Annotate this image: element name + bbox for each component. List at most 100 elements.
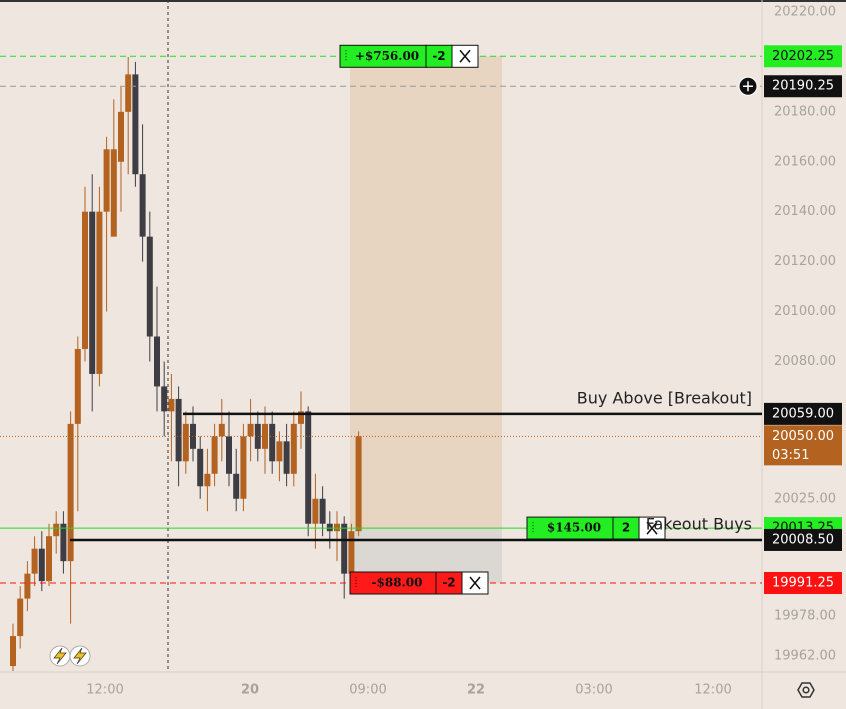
gear-hole[interactable] xyxy=(802,686,810,694)
annotation: Fakeout Buys xyxy=(646,514,752,533)
order-qty: -2 xyxy=(432,49,445,63)
candle-body xyxy=(38,548,45,582)
candle-body xyxy=(10,636,16,667)
candle-body xyxy=(305,411,312,524)
position-zone xyxy=(350,56,502,529)
candle-body xyxy=(103,149,110,212)
price-label: 20050.00 xyxy=(772,429,834,444)
add-alert-plus[interactable] xyxy=(743,81,753,92)
candle-body xyxy=(146,236,153,337)
price-lines: +$756.00 -2 Buy Above [Breakout] $145.00 2 Fa… xyxy=(0,44,762,595)
candle-body xyxy=(290,423,297,474)
candle-body xyxy=(118,111,124,162)
candle-body xyxy=(254,423,261,449)
price-label-box xyxy=(764,528,842,551)
countdown: 03:51 xyxy=(772,448,809,463)
x-tick-label: 20 xyxy=(241,683,259,698)
candle-body xyxy=(53,523,60,537)
candle-body xyxy=(240,436,247,499)
price-label: 19991.25 xyxy=(772,576,834,591)
candle-body xyxy=(276,441,283,462)
candle-body xyxy=(319,498,326,524)
price-label-box xyxy=(764,45,842,68)
candle-body xyxy=(82,211,88,349)
price-label-box xyxy=(764,75,842,98)
candle-body xyxy=(161,386,168,412)
candle-body xyxy=(24,573,31,599)
y-tick-label: 19962.00 xyxy=(774,649,836,664)
candle-body xyxy=(125,74,132,112)
x-tick-label: 12:00 xyxy=(86,683,123,698)
x-tick-label: 09:00 xyxy=(349,683,386,698)
order-close[interactable] xyxy=(469,576,481,590)
y-tick-label: 20080.00 xyxy=(774,354,836,369)
candle-body xyxy=(74,348,81,424)
settings-icon[interactable] xyxy=(797,682,815,698)
price-label-box xyxy=(764,402,842,425)
order-qty: 2 xyxy=(622,521,630,535)
price-label: 20202.25 xyxy=(772,49,834,64)
y-tick-label: 19978.00 xyxy=(774,609,836,624)
price-label: 20008.50 xyxy=(772,532,834,547)
candle-body xyxy=(204,473,211,487)
candle-body xyxy=(154,336,160,387)
candle-body xyxy=(96,211,103,374)
candle-body xyxy=(326,523,333,532)
candles xyxy=(10,56,362,672)
order-pnl: -$88.00 xyxy=(372,576,423,590)
candle-body xyxy=(67,423,74,562)
candle-body xyxy=(139,174,146,237)
candle-body xyxy=(89,211,96,374)
candle-body xyxy=(348,531,355,574)
y-tick-label: 20100.00 xyxy=(774,304,836,319)
annotation: Buy Above [Breakout] xyxy=(577,388,752,407)
price-label: 20190.25 xyxy=(772,79,834,94)
order-box[interactable]: $145.00 2 xyxy=(526,516,666,540)
candle-body xyxy=(211,436,218,474)
candle-body xyxy=(197,448,204,487)
candle-body xyxy=(298,411,304,424)
candle-body xyxy=(168,398,175,412)
candle-body xyxy=(132,74,139,175)
bolt[interactable] xyxy=(73,647,87,665)
candle-body xyxy=(110,149,117,237)
candle-body xyxy=(355,436,362,532)
candle-body xyxy=(312,498,319,524)
bolt[interactable] xyxy=(53,647,67,665)
candle-body xyxy=(226,436,232,474)
order-close[interactable] xyxy=(646,521,658,535)
order-close[interactable] xyxy=(459,49,471,63)
overlays xyxy=(350,56,502,584)
candle-body xyxy=(334,523,340,532)
candle-body xyxy=(17,598,24,637)
order-pnl: $145.00 xyxy=(547,521,601,535)
price-axis: 20220.00 20180.00 20160.00 20140.00 20120.00… xyxy=(738,4,842,664)
candle-body xyxy=(233,473,240,499)
order-box[interactable]: +$756.00 -2 xyxy=(339,44,479,68)
candle-body xyxy=(283,441,290,474)
y-tick-label: 20140.00 xyxy=(774,204,836,219)
event-icons[interactable] xyxy=(49,645,91,667)
candle-body xyxy=(46,536,52,582)
candle-body xyxy=(60,523,67,562)
price-label: 20059.00 xyxy=(772,406,834,421)
price-label-box xyxy=(764,425,842,466)
candle-body xyxy=(269,423,276,462)
order-box[interactable]: -$88.00 -2 xyxy=(349,571,489,595)
price-label-box xyxy=(764,572,842,595)
y-tick-label: 20160.00 xyxy=(774,154,836,169)
candle-body xyxy=(218,423,225,437)
candle-body xyxy=(31,548,38,574)
y-tick-label: 20025.00 xyxy=(774,491,836,506)
candle-body xyxy=(182,423,189,462)
candle-body xyxy=(341,523,348,574)
order-qty: -2 xyxy=(442,576,455,590)
y-tick-label: 20120.00 xyxy=(774,254,836,269)
gear[interactable] xyxy=(797,682,815,698)
y-tick-label: 20180.00 xyxy=(774,104,836,119)
candle-body xyxy=(175,398,182,462)
x-tick-label: 12:00 xyxy=(694,683,731,698)
candle-body xyxy=(247,423,254,437)
y-tick-label: 20220.00 xyxy=(774,4,836,19)
